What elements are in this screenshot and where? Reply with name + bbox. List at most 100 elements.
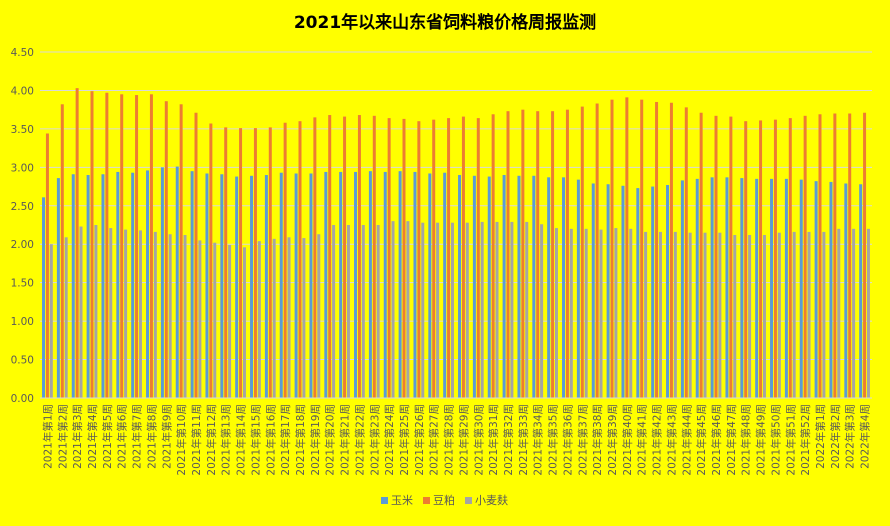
bar-小麦麸 <box>525 221 529 398</box>
bar-豆粕 <box>239 128 243 398</box>
bar-玉米 <box>487 176 491 398</box>
bar-玉米 <box>591 183 595 398</box>
x-tick-label: 2021年第34周 <box>532 404 545 476</box>
bar-玉米 <box>56 178 60 398</box>
bar-豆粕 <box>595 103 599 399</box>
x-tick-label: 2021年第45周 <box>695 404 708 476</box>
bar-豆粕 <box>45 133 49 398</box>
x-tick-label: 2021年第8周 <box>145 404 158 469</box>
bar-玉米 <box>814 181 818 398</box>
bar-豆粕 <box>357 115 361 399</box>
bar-玉米 <box>859 184 863 398</box>
bar-小麦麸 <box>332 225 336 398</box>
bar-玉米 <box>547 177 551 398</box>
bar-豆粕 <box>565 109 569 399</box>
bar-小麦麸 <box>124 229 128 398</box>
bar-豆粕 <box>684 107 688 399</box>
bar-玉米 <box>190 171 194 398</box>
x-tick-label: 2021年第38周 <box>591 404 604 476</box>
x-tick-label: 2021年第25周 <box>398 404 411 476</box>
bar-玉米 <box>680 180 684 398</box>
bar-豆粕 <box>521 109 525 399</box>
x-tick-label: 2021年第41周 <box>636 404 649 476</box>
legend-label: 玉米 <box>391 494 413 507</box>
x-tick-label: 2021年第11周 <box>190 404 203 476</box>
bar-豆粕 <box>803 115 807 398</box>
x-tick-label: 2021年第29周 <box>457 404 470 476</box>
bar-小麦麸 <box>421 222 425 398</box>
bar-豆粕 <box>343 116 347 398</box>
bar-小麦麸 <box>837 228 841 398</box>
bar-小麦麸 <box>733 235 737 398</box>
bar-豆粕 <box>551 111 555 398</box>
bar-小麦麸 <box>569 228 573 398</box>
bar-小麦麸 <box>109 228 113 398</box>
x-tick-label: 2021年第31周 <box>487 404 500 476</box>
bar-小麦麸 <box>183 235 187 398</box>
bar-小麦麸 <box>673 231 677 398</box>
bar-玉米 <box>740 178 744 398</box>
x-tick-label: 2021年第48周 <box>740 404 753 476</box>
bar-玉米 <box>784 178 788 398</box>
bar-小麦麸 <box>450 222 454 398</box>
bar-豆粕 <box>372 115 376 398</box>
x-tick-label: 2021年第2周 <box>56 404 69 469</box>
bar-小麦麸 <box>807 231 811 398</box>
bar-小麦麸 <box>361 225 365 398</box>
bar-豆粕 <box>135 95 139 398</box>
bar-玉米 <box>458 175 462 398</box>
y-axis-ticks: 0.00 0.50 1.00 1.50 2.00 2.50 3.00 3.50 4.00 4.50 <box>11 47 34 405</box>
bar-小麦麸 <box>718 232 722 398</box>
bar-小麦麸 <box>599 229 603 398</box>
bar-豆粕 <box>759 120 763 399</box>
bar-玉米 <box>413 171 417 398</box>
y-tick-label: 1.50 <box>11 278 34 290</box>
legend-item: 小麦麸 <box>465 494 508 507</box>
x-tick-label: 2021年第6周 <box>116 404 129 469</box>
bar-小麦麸 <box>554 228 558 398</box>
bar-玉米 <box>101 174 105 398</box>
bar-玉米 <box>710 177 714 398</box>
bar-玉米 <box>116 171 120 398</box>
bar-小麦麸 <box>688 232 692 398</box>
bar-豆粕 <box>268 127 272 398</box>
x-tick-label: 2021年第12周 <box>205 404 218 476</box>
bar-小麦麸 <box>777 232 781 398</box>
bar-小麦麸 <box>406 221 410 398</box>
legend-swatch <box>381 497 388 504</box>
bar-玉米 <box>770 178 774 398</box>
bar-豆粕 <box>491 114 495 398</box>
legend-item: 玉米 <box>381 494 413 507</box>
bar-小麦麸 <box>64 237 68 398</box>
bar-豆粕 <box>283 122 287 399</box>
bar-玉米 <box>695 178 699 398</box>
x-tick-label: 2021年第23周 <box>368 404 381 476</box>
bar-豆粕 <box>818 114 822 398</box>
bar-玉米 <box>354 171 358 398</box>
bar-小麦麸 <box>346 225 350 398</box>
x-tick-label: 2021年第1周 <box>41 404 54 469</box>
bar-玉米 <box>235 176 239 398</box>
legend-item: 豆粕 <box>423 493 455 507</box>
x-tick-label: 2021年第35周 <box>547 404 560 476</box>
x-tick-label: 2022年第4周 <box>859 404 872 469</box>
x-tick-label: 2021年第15周 <box>249 404 262 476</box>
bar-小麦麸 <box>465 222 469 398</box>
bar-豆粕 <box>625 97 629 399</box>
x-tick-label: 2021年第40周 <box>621 404 634 476</box>
bar-小麦麸 <box>317 234 321 398</box>
bar-豆粕 <box>833 113 837 398</box>
bar-小麦麸 <box>540 224 544 398</box>
bar-豆粕 <box>164 101 168 399</box>
bar-小麦麸 <box>168 234 172 398</box>
bar-豆粕 <box>476 118 480 399</box>
bar-小麦麸 <box>584 228 588 398</box>
bar-豆粕 <box>402 118 406 398</box>
bar-玉米 <box>502 175 506 398</box>
bar-玉米 <box>606 184 610 398</box>
bar-玉米 <box>755 178 759 398</box>
bar-玉米 <box>666 185 670 398</box>
bar-小麦麸 <box>436 222 440 398</box>
bar-玉米 <box>799 179 803 398</box>
